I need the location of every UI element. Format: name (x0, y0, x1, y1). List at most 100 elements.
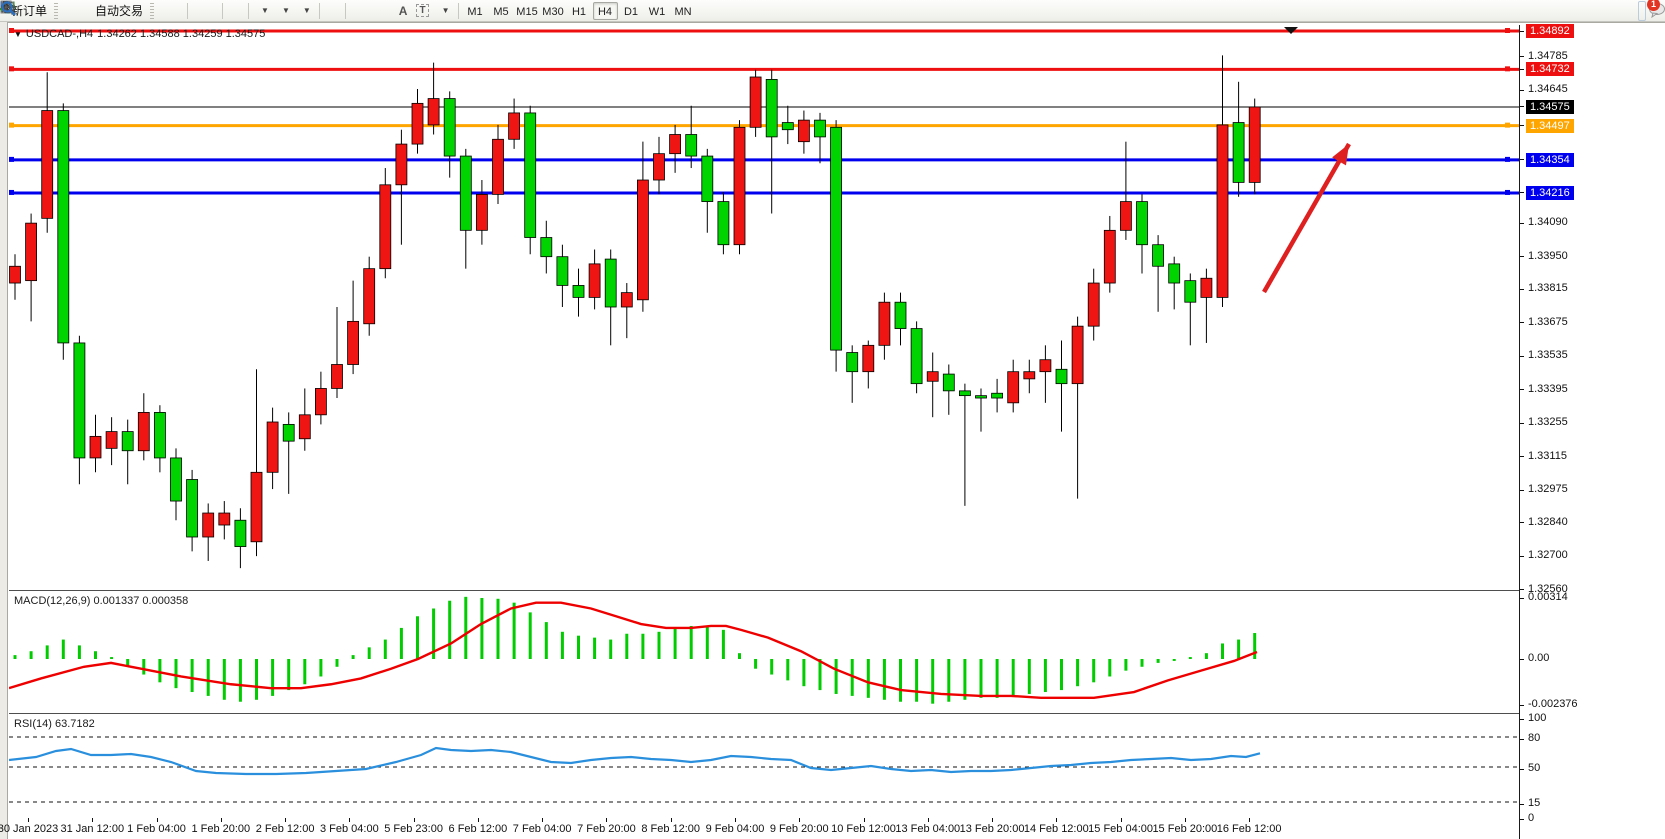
panel-divider[interactable] (9, 713, 1519, 714)
notifications-button[interactable]: 1 (1647, 0, 1665, 21)
tf-button-h1[interactable]: H1 (571, 5, 587, 18)
axis-tick (1520, 56, 1524, 58)
chevron-down-icon: ▼ (302, 6, 311, 15)
toolbar-separator (344, 2, 346, 19)
rsi-label: RSI(14) 63.7182 (14, 718, 95, 730)
zoom-in-button[interactable] (1, 0, 200, 21)
chevron-down-icon: ▼ (261, 6, 269, 15)
time-axis-label: 15 Feb 04:00 (1088, 823, 1153, 835)
tf-button-m1[interactable]: M1 (467, 5, 483, 18)
rsi-canvas[interactable] (9, 715, 1519, 818)
price-tick-label: 1.33675 (1528, 315, 1568, 328)
axis-tick (1520, 159, 1524, 161)
text-button[interactable]: A (395, 1, 412, 21)
axis-tick (1520, 30, 1524, 32)
line-chart-type-button[interactable] (1, 1, 183, 21)
chevron-down-icon: ▼ (441, 6, 450, 15)
trendline-button[interactable] (1, 1, 376, 21)
tf-button-d1[interactable]: D1 (623, 5, 639, 18)
autoscroll-button[interactable] (1, 1, 235, 21)
price-chart-panel[interactable]: ▼ USDCAD-,H4 1.34262 1.34588 1.34259 1.3… (9, 25, 1519, 590)
tf-button-m30[interactable]: M30 (542, 5, 564, 18)
axis-tick (1520, 658, 1524, 660)
candlestick-chart-type-button[interactable] (1, 1, 174, 21)
axis-tick (1520, 389, 1524, 391)
signal-button[interactable] (1, 1, 87, 21)
search-button[interactable] (1, 0, 1646, 21)
bar-chart-type-button[interactable] (1, 1, 165, 21)
time-axis-label: 13 Feb 20:00 (959, 823, 1025, 835)
time-axis-label: 9 Feb 20:00 (769, 823, 829, 835)
axis-tick (1520, 89, 1524, 91)
time-axis-label: 3 Feb 04:00 (319, 823, 379, 835)
axis-tick (1520, 589, 1524, 591)
axis-tick (1520, 818, 1524, 820)
time-axis-label: 31 Jan 12:00 (60, 823, 125, 835)
symbol-dropdown-icon[interactable]: ▼ (14, 29, 22, 39)
axis-tick (1520, 489, 1524, 491)
time-axis-label: 10 Feb 12:00 (831, 823, 896, 835)
crosshair-button[interactable] (1, 1, 341, 21)
axis-tick (1520, 192, 1524, 194)
time-axis-tick (156, 818, 158, 822)
tf-button-h4[interactable]: H4 (592, 1, 618, 20)
periods-button[interactable]: ▼ (1, 0, 294, 21)
channel-button[interactable]: E (1, 1, 385, 21)
toolbar-grip (54, 2, 59, 19)
rsi-axis-label: 0 (1528, 812, 1535, 824)
text-label-button[interactable]: T (412, 1, 432, 21)
arrows-shapes-button[interactable]: ▼ (0, 0, 454, 21)
symbol-period-label: USDCAD-,H4 (25, 28, 94, 40)
time-axis-label: 13 Feb 04:00 (895, 823, 961, 835)
macd-canvas[interactable] (9, 592, 1519, 713)
indicators-button[interactable]: ▼ (1, 1, 273, 21)
price-tick-label: 1.32560 (1528, 582, 1568, 595)
autotrading-button[interactable]: 自动交易 (1, 1, 147, 21)
templates-button[interactable]: ▼ (1, 1, 315, 21)
tf-button-m15[interactable]: M15 (516, 5, 538, 18)
axis-tick (1520, 288, 1524, 290)
time-axis-tick (670, 818, 672, 822)
price-tick-label: 1.32975 (1528, 483, 1568, 496)
time-axis-tick (1120, 818, 1122, 822)
time-axis[interactable]: 30 Jan 2023 31 Jan 12:00 1 Feb 04:00 1 Feb … (0, 818, 1519, 839)
ohlc-values: 1.34262 1.34588 1.34259 1.34575 (97, 28, 266, 40)
profiles-button[interactable] (1, 1, 69, 21)
cursor-button[interactable] (3, 1, 332, 21)
price-tick-label: 1.33115 (1528, 449, 1567, 462)
vertical-line-button[interactable] (4, 1, 358, 21)
axis-tick (1520, 256, 1524, 258)
text-icon: A (398, 3, 408, 18)
time-axis-tick (542, 818, 544, 822)
market-window-button[interactable] (0, 1, 78, 21)
axis-tick (1520, 555, 1524, 557)
axis-tick (1520, 597, 1524, 599)
price-line-badge: 1.34732 (1526, 62, 1574, 77)
price-chart-canvas[interactable] (9, 25, 1519, 590)
rsi-axis-label: 80 (1528, 732, 1541, 744)
axis-tick (1520, 68, 1524, 70)
panel-divider[interactable] (9, 590, 1519, 591)
horizontal-line-button[interactable] (1, 1, 367, 21)
axis-tick (1520, 522, 1524, 524)
price-tick-label: 1.34090 (1528, 216, 1568, 229)
time-axis-tick (1056, 818, 1058, 822)
macd-panel[interactable]: MACD(12,26,9) 0.001337 0.000358 (9, 592, 1519, 713)
fibonacci-button[interactable]: F (2, 1, 394, 21)
rsi-panel[interactable]: RSI(14) 63.7182 (9, 715, 1519, 818)
axis-tick (1520, 738, 1524, 740)
tf-button-w1[interactable]: W1 (648, 5, 666, 18)
rsi-axis-label: 15 (1528, 797, 1541, 809)
tile-windows-button[interactable] (0, 1, 218, 21)
time-axis-label: 2 Feb 12:00 (255, 823, 315, 835)
notification-badge: 1 (1647, 0, 1660, 11)
axis-tick (1520, 768, 1524, 770)
tf-button-m5[interactable]: M5 (493, 5, 509, 18)
axis-tick (1520, 322, 1524, 324)
chart-shift-button[interactable] (1, 1, 244, 21)
price-axis[interactable]: 1.34785 1.34645 1.34090 1.33950 1.33815 1.336… (1519, 24, 1665, 839)
tf-button-mn[interactable]: MN (674, 5, 692, 18)
toolbar-separator (222, 2, 224, 19)
zoom-out-button[interactable] (1, 0, 209, 21)
